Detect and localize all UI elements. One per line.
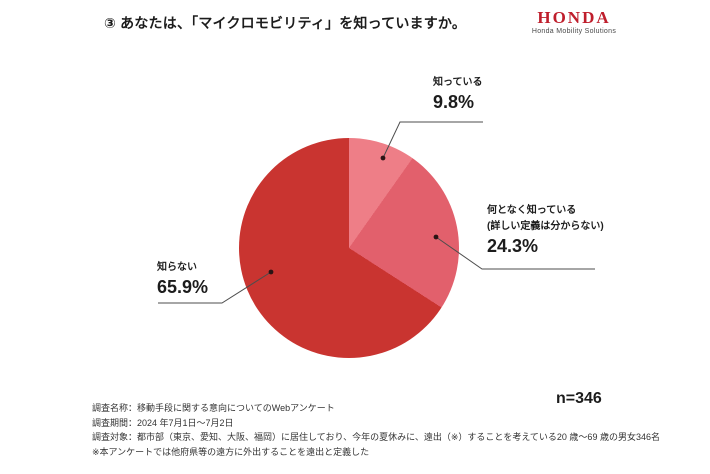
- segment-label: 何となく知っている: [487, 205, 577, 216]
- footer-line-survey-target: 調査対象：都市部（東京、愛知、大阪、福岡）に居住しており、今年の夏休みに、遠出（…: [92, 432, 660, 443]
- footer-line-survey-note: ※本アンケートでは他府県等の遠方に外出することを遠出と定義した: [92, 446, 370, 457]
- honda-logo-subtitle: Honda Mobility Solutions: [531, 28, 617, 35]
- callout-dont-know: 知らない 65.9%: [157, 260, 208, 297]
- footer-line-survey-name: 調査名称：移動手段に関する意向についてのWebアンケート: [92, 403, 335, 413]
- pie-chart: [239, 138, 459, 358]
- segment-label: 知らない: [157, 262, 197, 273]
- footer-line-survey-period: 調査期間：2024 年7月1日～7月2日: [92, 417, 234, 428]
- page-title: ③ あなたは、「マイクロモビリティ」を知っていますか。: [104, 15, 467, 31]
- callout-know: 知っている 9.8%: [433, 75, 483, 112]
- segment-sublabel: (詳しい定義は分からない): [487, 221, 604, 232]
- segment-label: 知っている: [433, 77, 483, 88]
- segment-percentage: 9.8%: [433, 92, 475, 112]
- callout-somewhat-know: 何となく知っている (詳しい定義は分からない) 24.3%: [487, 203, 604, 256]
- survey-notes: 調査名称：移動手段に関する意向についてのWebアンケート 調査期間：2024 年…: [92, 401, 660, 459]
- honda-logo: HONDA Honda Mobility Solutions: [518, 8, 630, 36]
- honda-wordmark: HONDA: [537, 8, 611, 27]
- segment-percentage: 24.3%: [487, 236, 539, 256]
- segment-percentage: 65.9%: [157, 277, 209, 297]
- sample-size-label: n=346: [556, 390, 602, 407]
